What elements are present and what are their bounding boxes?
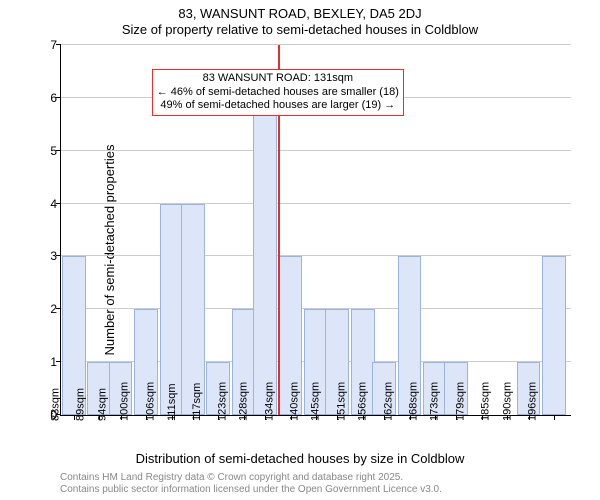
x-tick-label: 83sqm bbox=[49, 388, 61, 421]
annotation-line: 49% of semi-detached houses are larger (… bbox=[157, 99, 399, 113]
x-tick-label: 173sqm bbox=[429, 382, 441, 421]
y-tick-label: 2 bbox=[37, 302, 57, 316]
histogram-bar bbox=[253, 98, 277, 415]
chart-title-line1: 83, WANSUNT ROAD, BEXLEY, DA5 2DJ bbox=[0, 6, 600, 22]
y-gridline bbox=[61, 255, 571, 256]
x-tick-label: 106sqm bbox=[144, 382, 156, 421]
y-gridline bbox=[61, 150, 571, 151]
annotation-box: 83 WANSUNT ROAD: 131sqm← 46% of semi-det… bbox=[152, 69, 404, 116]
chart-title-line2: Size of property relative to semi-detach… bbox=[0, 22, 600, 38]
y-tick-label: 7 bbox=[37, 38, 57, 52]
x-tick-label: 89sqm bbox=[75, 388, 87, 421]
x-axis-label: Distribution of semi-detached houses by … bbox=[0, 451, 600, 466]
footer-line1: Contains HM Land Registry data © Crown c… bbox=[60, 472, 442, 484]
x-tick-label: 134sqm bbox=[263, 382, 275, 421]
y-tick-label: 6 bbox=[37, 91, 57, 105]
chart-title: 83, WANSUNT ROAD, BEXLEY, DA5 2DJ Size o… bbox=[0, 6, 600, 39]
x-tick-label: 196sqm bbox=[526, 382, 538, 421]
y-gridline bbox=[61, 44, 571, 45]
x-tick-label: 179sqm bbox=[454, 382, 466, 421]
x-tick-label: 190sqm bbox=[501, 382, 513, 421]
chart-container: { "title": { "line1": "83, WANSUNT ROAD,… bbox=[0, 0, 600, 500]
x-tick-label: 111sqm bbox=[166, 383, 178, 421]
annotation-line: 83 WANSUNT ROAD: 131sqm bbox=[157, 72, 399, 86]
y-tick-label: 5 bbox=[37, 144, 57, 158]
x-tick-label: 123sqm bbox=[216, 382, 228, 421]
y-tick-label: 1 bbox=[37, 355, 57, 369]
x-tick-label: 145sqm bbox=[310, 382, 322, 421]
x-tick-label: 128sqm bbox=[237, 382, 249, 421]
x-tick-label: 185sqm bbox=[480, 382, 492, 421]
y-tick-label: 4 bbox=[37, 197, 57, 211]
plot-area: 0123456783sqm89sqm94sqm100sqm106sqm111sq… bbox=[60, 45, 570, 415]
x-tick-label: 168sqm bbox=[407, 382, 419, 421]
y-gridline bbox=[61, 203, 571, 204]
attribution-footer: Contains HM Land Registry data © Crown c… bbox=[60, 472, 442, 496]
x-tick-label: 100sqm bbox=[118, 382, 130, 421]
histogram-bar bbox=[542, 256, 566, 415]
plot-inner: 0123456783sqm89sqm94sqm100sqm106sqm111sq… bbox=[60, 45, 571, 416]
annotation-line: ← 46% of semi-detached houses are smalle… bbox=[157, 86, 399, 100]
x-tick-label: 162sqm bbox=[382, 382, 394, 421]
x-tick-label: 140sqm bbox=[288, 382, 300, 421]
x-tick-label: 94sqm bbox=[96, 388, 108, 421]
x-tick-label: 156sqm bbox=[356, 382, 368, 421]
x-tick-label: 151sqm bbox=[335, 382, 347, 421]
footer-line2: Contains public sector information licen… bbox=[60, 484, 442, 496]
x-tick-label: 117sqm bbox=[191, 383, 203, 421]
y-tick-label: 3 bbox=[37, 249, 57, 263]
x-tick-mark bbox=[554, 415, 555, 420]
